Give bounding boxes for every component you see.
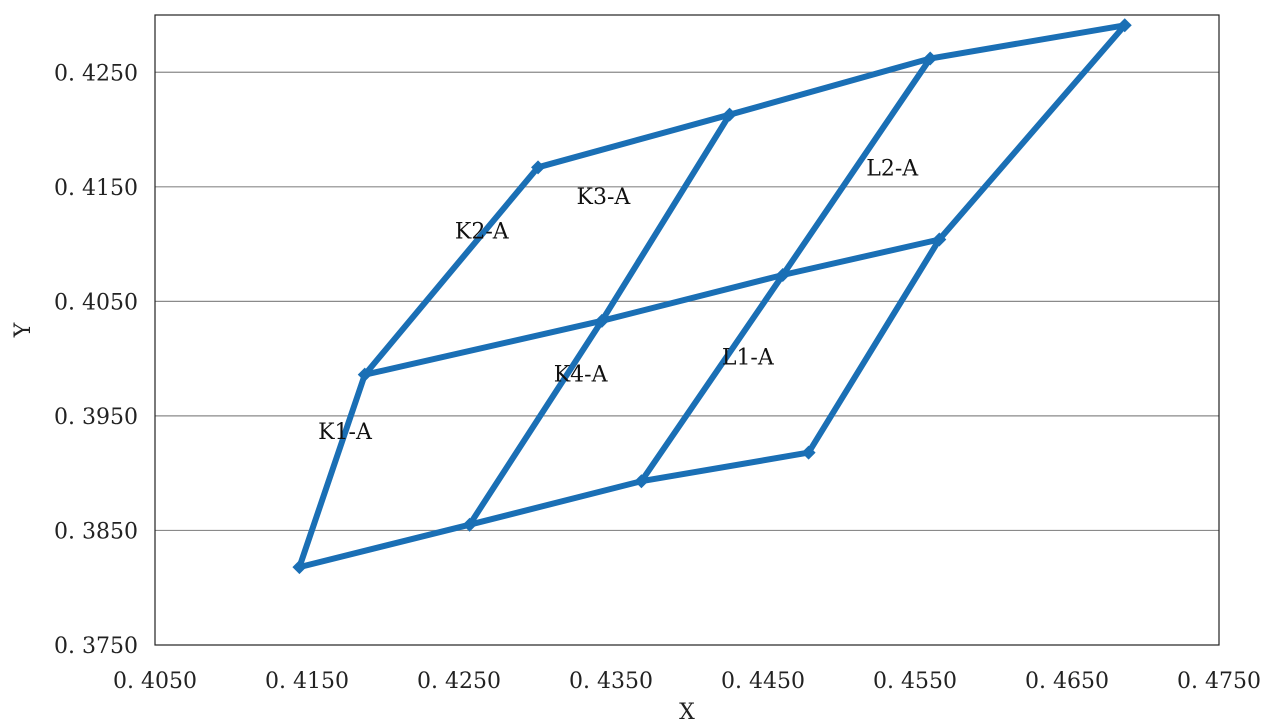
- data-point: [1117, 18, 1132, 33]
- y-tick-label: 0. 4050: [54, 290, 138, 315]
- data-point: [722, 107, 737, 122]
- region-label-k4-a: K4-A: [554, 363, 609, 388]
- series-line-7: [805, 22, 1128, 456]
- data-point: [292, 560, 307, 575]
- y-tick-label: 0. 3850: [54, 519, 138, 544]
- data-point: [932, 232, 947, 247]
- data-point: [923, 51, 938, 66]
- data-point: [357, 367, 372, 382]
- x-tick-label: 0. 4750: [1177, 669, 1261, 694]
- x-tick-label: 0. 4450: [721, 669, 805, 694]
- series-layer: [296, 22, 1128, 571]
- region-label-k2-a: K2-A: [455, 219, 510, 244]
- y-tick-label: 0. 3950: [54, 405, 138, 430]
- x-tick-labels: 0. 4050 0. 4150 0. 4250 0. 4350 0. 4450 0. 45…: [113, 669, 1261, 694]
- series-line-3: [535, 22, 1128, 171]
- plot-frame: [154, 14, 1220, 646]
- data-point: [775, 268, 790, 283]
- data-point: [462, 517, 477, 532]
- x-tick-label: 0. 4350: [569, 669, 653, 694]
- data-point: [594, 313, 609, 328]
- x-tick-label: 0. 4150: [265, 669, 349, 694]
- y-axis-title: Y: [11, 322, 36, 338]
- x-axis-title: X: [679, 700, 695, 722]
- series-line-6: [638, 55, 934, 485]
- x-tick-label: 0. 4650: [1025, 669, 1109, 694]
- y-tick-labels: 0. 3750 0. 3850 0. 3950 0. 4050 0. 4150 0. 42…: [54, 61, 138, 659]
- y-tick-label: 0. 4150: [54, 176, 138, 201]
- region-label-l2-a: L2-A: [866, 156, 919, 181]
- y-tick-label: 0. 3750: [54, 634, 138, 659]
- data-point: [531, 160, 546, 175]
- annotation-layer: K1-A K2-A K3-A K4-A L1-A L2-A: [318, 156, 919, 444]
- marker-layer: [292, 18, 1132, 575]
- region-label-k3-a: K3-A: [577, 185, 632, 210]
- x-tick-label: 0. 4050: [113, 669, 197, 694]
- region-label-k1-a: K1-A: [318, 420, 373, 445]
- data-point: [801, 445, 816, 460]
- x-tick-label: 0. 4550: [873, 669, 957, 694]
- data-point: [634, 474, 649, 489]
- series-line-2: [361, 236, 943, 378]
- region-label-l1-a: L1-A: [722, 345, 775, 370]
- series-line-1: [296, 449, 812, 571]
- x-tick-label: 0. 4250: [417, 669, 501, 694]
- y-tick-label: 0. 4250: [54, 61, 138, 86]
